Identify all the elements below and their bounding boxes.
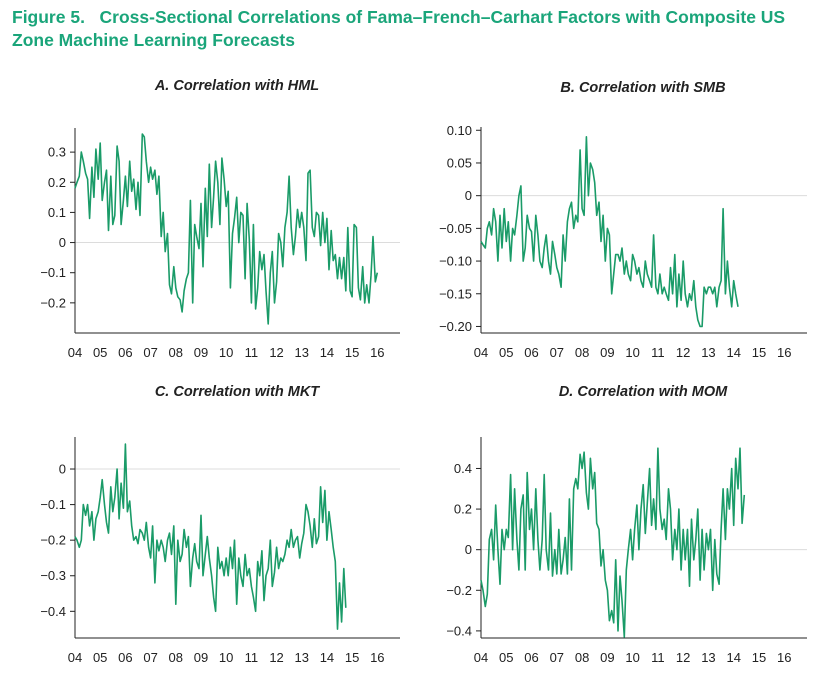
panel-a-xtick-label: 14 [320, 345, 334, 360]
panel-d-xtick-label: 13 [701, 650, 715, 665]
panel-b-xtick-label: 13 [701, 345, 715, 360]
panel-d-xtick-label: 05 [499, 650, 513, 665]
figure-title: Figure 5. Cross-Sectional Correlations o… [12, 6, 827, 52]
panel-b-ytick-label: −0.10 [439, 254, 472, 269]
panel-c-ytick-label: −0.4 [40, 604, 66, 619]
panel-b-ytick-label: 0 [465, 188, 472, 203]
panel-a-title: A. Correlation with HML [154, 78, 319, 94]
panel-a-xtick-label: 09 [194, 345, 208, 360]
panel-b-xtick-label: 04 [474, 345, 488, 360]
panel-b-ytick-label: −0.20 [439, 319, 472, 334]
panel-c-xtick-label: 15 [345, 650, 359, 665]
panel-b-xtick-label: 15 [752, 345, 766, 360]
panel-a-ytick-label: −0.2 [40, 295, 66, 310]
panel-d-ytick-label: −0.2 [446, 583, 472, 598]
panel-b-ytick-label: −0.05 [439, 221, 472, 236]
panel-a-xtick-label: 07 [143, 345, 157, 360]
figure-title-text: Cross-Sectional Correlations of Fama–Fre… [12, 7, 786, 50]
panel-a-xtick-label: 15 [345, 345, 359, 360]
panel-c-xtick-label: 10 [219, 650, 233, 665]
panel-c-ytick-label: −0.2 [40, 533, 66, 548]
panel-d-ytick-label: −0.4 [446, 623, 472, 638]
panel-c-series-line [74, 443, 347, 630]
panel-a-ytick-label: 0.3 [48, 145, 66, 160]
panel-d-xtick-label: 10 [625, 650, 639, 665]
panel-d-series-line [480, 447, 746, 638]
panel-c-title: C. Correlation with MKT [155, 384, 320, 400]
panel-c: C. Correlation with MKT 0 −0.1 −0.2 −0.3 −0.4… [40, 384, 400, 665]
panel-b-series-line [480, 136, 739, 328]
panel-d-ytick-label: 0.4 [454, 461, 472, 476]
panel-c-xtick-label: 12 [269, 650, 283, 665]
panel-a-xtick-label: 10 [219, 345, 233, 360]
panel-d-ytick-label: 0.2 [454, 502, 472, 517]
panel-b-xtick-label: 12 [676, 345, 690, 360]
panel-d-xtick-label: 04 [474, 650, 488, 665]
panel-b-xtick-label: 11 [651, 345, 665, 360]
panel-b-xtick-label: 10 [625, 345, 639, 360]
panel-c-xtick-label: 13 [295, 650, 309, 665]
panel-a-xtick-label: 16 [370, 345, 384, 360]
panel-b-ytick-label: 0.05 [447, 155, 472, 170]
panel-d-title: D. Correlation with MOM [559, 384, 728, 400]
panel-a-xtick-label: 11 [245, 345, 259, 360]
panel-c-xtick-label: 04 [68, 650, 82, 665]
panel-b-xtick-label: 07 [550, 345, 564, 360]
panel-a-ytick-label: 0 [59, 235, 66, 250]
panel-c-xtick-label: 14 [320, 650, 334, 665]
panel-b-xtick-label: 09 [600, 345, 614, 360]
panel-d-xtick-label: 07 [550, 650, 564, 665]
panel-b-ytick-label: 0.10 [447, 123, 472, 138]
panel-d-xtick-label: 08 [575, 650, 589, 665]
panel-c-xtick-label: 07 [143, 650, 157, 665]
panel-d-ytick-label: 0 [465, 542, 472, 557]
panel-c-xtick-label: 11 [245, 650, 259, 665]
panel-b-xtick-label: 08 [575, 345, 589, 360]
panel-b-xtick-label: 06 [524, 345, 538, 360]
panel-d-xtick-label: 14 [726, 650, 740, 665]
panel-a-xtick-label: 05 [93, 345, 107, 360]
panel-c-xtick-label: 06 [118, 650, 132, 665]
panel-b-ytick-label: −0.15 [439, 286, 472, 301]
panel-c-xtick-label: 16 [370, 650, 384, 665]
panel-c-ytick-label: −0.3 [40, 568, 66, 583]
panel-a-ytick-label: 0.2 [48, 175, 66, 190]
figure-label: Figure 5. [12, 7, 85, 27]
panel-b-xtick-label: 16 [777, 345, 791, 360]
panel-a-series-line [74, 133, 379, 325]
panel-a: A. Correlation with HML 0.3 0.2 0.1 0 −0.1 −0.… [40, 78, 400, 360]
panel-b: B. Correlation with SMB 0.10 0.05 0 −0.05 −0.… [439, 80, 807, 360]
panel-b-xtick-label: 14 [726, 345, 740, 360]
panel-c-xtick-label: 05 [93, 650, 107, 665]
panel-a-xtick-label: 04 [68, 345, 82, 360]
panel-c-ytick-label: 0 [59, 462, 66, 477]
panel-c-xtick-label: 09 [194, 650, 208, 665]
panel-d: D. Correlation with MOM 0.4 0.2 0 −0.2 −0.404… [446, 384, 807, 665]
panel-b-title: B. Correlation with SMB [560, 80, 725, 96]
panel-d-xtick-label: 12 [676, 650, 690, 665]
panel-a-xtick-label: 13 [295, 345, 309, 360]
panel-c-ytick-label: −0.1 [40, 497, 66, 512]
panel-d-xtick-label: 11 [651, 650, 665, 665]
panel-d-xtick-label: 16 [777, 650, 791, 665]
panel-a-ytick-label: 0.1 [48, 205, 66, 220]
panel-c-xtick-label: 08 [169, 650, 183, 665]
panel-d-xtick-label: 09 [600, 650, 614, 665]
panel-d-xtick-label: 15 [752, 650, 766, 665]
panel-b-xtick-label: 05 [499, 345, 513, 360]
panel-d-xtick-label: 06 [524, 650, 538, 665]
panel-a-xtick-label: 12 [269, 345, 283, 360]
panel-a-xtick-label: 06 [118, 345, 132, 360]
panel-a-ytick-label: −0.1 [40, 265, 66, 280]
panel-a-xtick-label: 08 [169, 345, 183, 360]
